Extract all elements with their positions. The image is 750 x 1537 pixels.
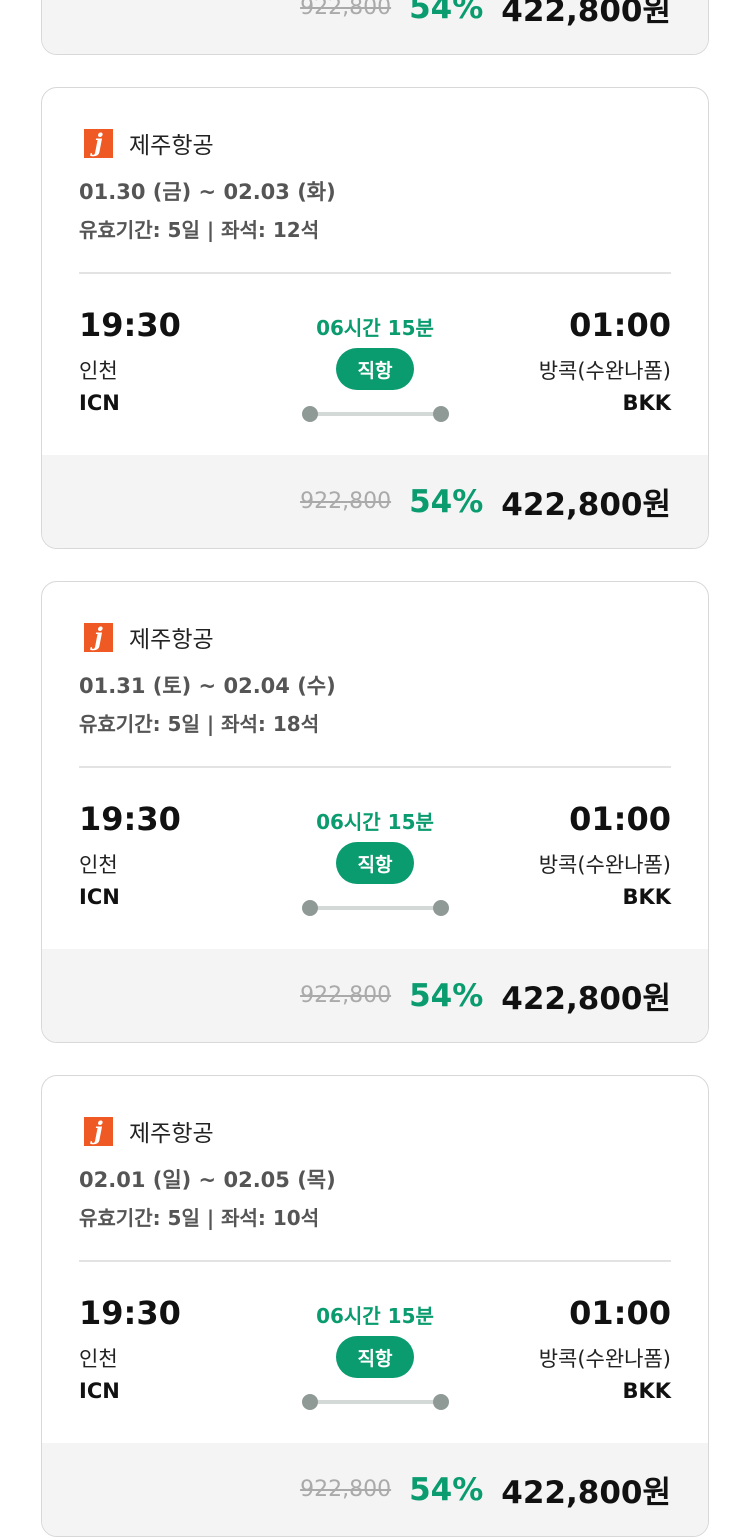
flight-duration: 06시간 15분 <box>316 316 434 340</box>
destination-dot-icon <box>433 900 449 916</box>
jeju-air-logo-icon: j <box>84 128 113 158</box>
arrival-city: 방콕(수완나폼) <box>538 359 671 383</box>
departure-code: ICN <box>79 1379 120 1403</box>
discount-rate: 54% <box>409 0 484 26</box>
flight-card[interactable]: j 제주항공 01.31 (토) ~ 02.04 (수) 유효기간: 5일 | … <box>41 581 709 1043</box>
sale-price: 422,800원 <box>501 981 671 1017</box>
validity-seats: 유효기간: 5일 | 좌석: 12석 <box>79 218 320 242</box>
flight-card[interactable]: j 제주항공 01.30 (금) ~ 02.03 (화) 유효기간: 5일 | … <box>41 87 709 549</box>
arrival-code: BKK <box>622 1379 671 1403</box>
destination-dot-icon <box>433 1394 449 1410</box>
flight-card[interactable]: j 제주항공 02.01 (일) ~ 02.05 (목) 유효기간: 5일 | … <box>41 1075 709 1537</box>
direct-flight-badge: 직항 <box>336 348 414 390</box>
arrival-code: BKK <box>622 885 671 909</box>
discount-rate: 54% <box>409 1471 484 1508</box>
discount-rate: 54% <box>409 483 484 520</box>
original-price: 922,800 <box>300 983 392 1008</box>
travel-dates: 01.31 (토) ~ 02.04 (수) <box>79 674 336 698</box>
sale-price: 422,800원 <box>501 0 671 29</box>
destination-dot-icon <box>433 406 449 422</box>
departure-time: 19:30 <box>79 1294 181 1332</box>
validity-seats: 유효기간: 5일 | 좌석: 10석 <box>79 1206 320 1230</box>
flight-duration: 06시간 15분 <box>316 810 434 834</box>
departure-city: 인천 <box>79 853 118 877</box>
departure-code: ICN <box>79 391 120 415</box>
validity-seats: 유효기간: 5일 | 좌석: 18석 <box>79 712 320 736</box>
origin-dot-icon <box>302 900 318 916</box>
sale-price: 422,800원 <box>501 487 671 523</box>
direct-flight-badge: 직항 <box>336 842 414 884</box>
arrival-time: 01:00 <box>569 800 671 838</box>
airline-name: 제주항공 <box>129 627 214 653</box>
original-price: 922,800 <box>300 1477 392 1502</box>
price-footer: 922,800 54% 422,800원 <box>42 949 708 1042</box>
origin-dot-icon <box>302 1394 318 1410</box>
price-footer: 922,800 54% 422,800원 <box>42 1443 708 1536</box>
arrival-code: BKK <box>622 391 671 415</box>
divider <box>79 766 671 768</box>
discount-rate: 54% <box>409 977 484 1014</box>
sale-price: 422,800원 <box>501 1475 671 1511</box>
route-line <box>309 412 441 416</box>
direct-flight-badge: 직항 <box>336 1336 414 1378</box>
arrival-city: 방콕(수완나폼) <box>538 1347 671 1371</box>
origin-dot-icon <box>302 406 318 422</box>
arrival-time: 01:00 <box>569 306 671 344</box>
departure-time: 19:30 <box>79 800 181 838</box>
travel-dates: 02.01 (일) ~ 02.05 (목) <box>79 1168 336 1192</box>
original-price: 922,800 <box>300 0 392 20</box>
travel-dates: 01.30 (금) ~ 02.03 (화) <box>79 180 336 204</box>
flight-duration: 06시간 15분 <box>316 1304 434 1328</box>
jeju-air-logo-icon: j <box>84 1116 113 1146</box>
price-footer: 922,800 54% 422,800원 <box>42 455 708 548</box>
departure-time: 19:30 <box>79 306 181 344</box>
jeju-air-logo-icon: j <box>84 622 113 652</box>
departure-city: 인천 <box>79 359 118 383</box>
arrival-city: 방콕(수완나폼) <box>538 853 671 877</box>
route-line <box>309 1400 441 1404</box>
route-line <box>309 906 441 910</box>
departure-city: 인천 <box>79 1347 118 1371</box>
divider <box>79 272 671 274</box>
airline-name: 제주항공 <box>129 1121 214 1147</box>
arrival-time: 01:00 <box>569 1294 671 1332</box>
divider <box>79 1260 671 1262</box>
flight-card-partial[interactable]: 922,800 54% 422,800원 <box>41 0 709 55</box>
departure-code: ICN <box>79 885 120 909</box>
original-price: 922,800 <box>300 489 392 514</box>
price-footer: 922,800 54% 422,800원 <box>42 0 708 54</box>
airline-name: 제주항공 <box>129 133 214 159</box>
